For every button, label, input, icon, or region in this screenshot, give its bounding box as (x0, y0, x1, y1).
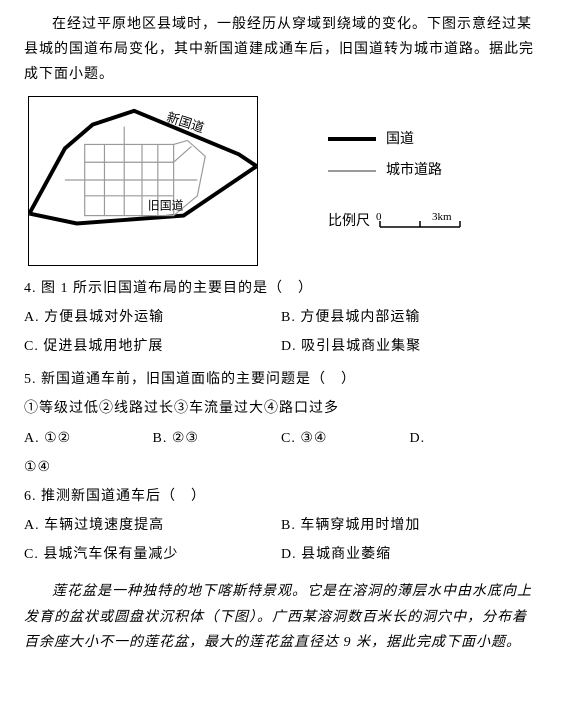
q6-option-b: B. 车辆穿城用时增加 (281, 513, 538, 538)
q6-option-a: A. 车辆过境速度提高 (24, 513, 281, 538)
svg-text:3km: 3km (432, 213, 452, 223)
intro-paragraph-1: 在经过平原地区县域时，一般经历从穿域到绕域的变化。下图示意经过某县城的国道布局变… (24, 12, 538, 88)
legend-item-city-road: 城市道路 (328, 158, 464, 183)
legend-label-2: 城市道路 (386, 158, 442, 183)
figure-row: 新国道 旧国道 国道 城市道路 比例尺 0 3km (24, 96, 538, 266)
old-national-road (29, 166, 256, 223)
old-road-label: 旧国道 (148, 198, 184, 212)
legend-line-thick (328, 135, 376, 143)
q6-option-d: D. 县城商业萎缩 (281, 542, 538, 567)
scale-label: 比例尺 (328, 209, 370, 234)
q6-options: A. 车辆过境速度提高 B. 车辆穿城用时增加 C. 县城汽车保有量减少 D. … (24, 513, 538, 571)
q5-option-d-line2: ①④ (24, 455, 538, 480)
q5-option-c: C. ③④ (281, 426, 410, 451)
q4-option-d: D. 吸引县城商业集聚 (281, 334, 538, 359)
q5-note: ①等级过低②线路过长③车流量过大④路口过多 (24, 396, 538, 421)
q5-stem: 5. 新国道通车前，旧国道面临的主要问题是（ ） (24, 367, 538, 392)
legend-item-national-road: 国道 (328, 127, 464, 152)
q5-options: A. ①② B. ②③ C. ③④ D. (24, 426, 538, 451)
map-diagram: 新国道 旧国道 (28, 96, 258, 266)
q4-options: A. 方便县城对外运输 B. 方便县城内部运输 C. 促进县城用地扩展 D. 吸… (24, 305, 538, 363)
q5-option-b: B. ②③ (153, 426, 282, 451)
q4-option-a: A. 方便县城对外运输 (24, 305, 281, 330)
q4-stem: 4. 图 1 所示旧国道布局的主要目的是（ ） (24, 276, 538, 301)
map-legend: 国道 城市道路 比例尺 0 3km (328, 127, 464, 235)
city-roads (65, 126, 205, 215)
intro-paragraph-2: 莲花盆是一种独特的地下喀斯特景观。它是在溶洞的薄层水中由水底向上发育的盆状或圆盘… (24, 579, 538, 655)
legend-label-1: 国道 (386, 127, 414, 152)
scale-bar-graphic: 0 3km (376, 213, 464, 231)
q6-stem: 6. 推测新国道通车后（ ） (24, 484, 538, 509)
q6-option-c: C. 县城汽车保有量减少 (24, 542, 281, 567)
scale-bar: 比例尺 0 3km (328, 209, 464, 234)
legend-line-thin (328, 167, 376, 175)
q5-option-a: A. ①② (24, 426, 153, 451)
q4-option-b: B. 方便县城内部运输 (281, 305, 538, 330)
q5-option-d: D. (410, 426, 539, 451)
q4-option-c: C. 促进县城用地扩展 (24, 334, 281, 359)
svg-text:0: 0 (376, 213, 382, 223)
